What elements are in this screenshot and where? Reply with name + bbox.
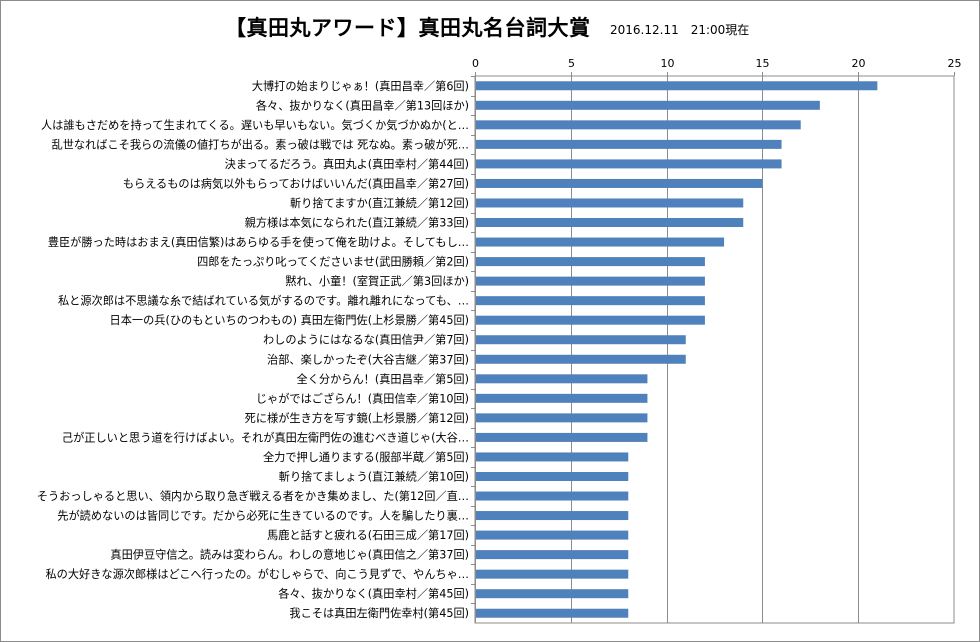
x-tick-label: 15 (756, 57, 770, 70)
x-tick-label: 20 (852, 57, 866, 70)
category-label: そうおっしゃると思い、領内から取り急ぎ戦える者をかき集めまし、た(第12回／直… (37, 489, 469, 503)
bar (476, 276, 705, 286)
bar (476, 315, 705, 325)
category-label: 黙れ、小童！(室賀正武／第3回ほか) (285, 274, 469, 288)
x-tick-label: 0 (472, 57, 479, 70)
category-label: わしのようにはなるな(真田信尹／第7回) (263, 333, 469, 347)
bar (476, 413, 648, 423)
bar (476, 159, 782, 169)
bar (476, 491, 629, 501)
bar (476, 237, 725, 247)
bar (476, 335, 686, 345)
bar (476, 354, 686, 364)
category-label: 日本一の兵(ひのもといちのつわもの) 真田左衛門佐(上杉景勝／第45回) (110, 313, 469, 327)
category-label: 斬り捨てましょう(直江兼続／第10回) (279, 469, 469, 483)
category-label: 全く分からん！(真田昌幸／第5回) (297, 372, 469, 386)
category-label: 私の大好きな源次郎様はどこへ行ったの。がむしゃらで、向こう見ずで、やんちゃ… (45, 567, 469, 581)
bar (476, 393, 648, 403)
chart-subtitle: 2016.12.11 21:00現在 (610, 23, 750, 37)
category-label: 先が読めないのは皆同じです。だから必死に生きているのです。人を騙したり裏… (57, 509, 469, 523)
category-label: 死に様が生き方を写す鏡(上杉景勝／第12回) (245, 411, 469, 425)
category-label: 各々、抜かりなく(真田昌幸／第13回ほか) (256, 98, 469, 112)
chart-title: 【真田丸アワード】真田丸名台詞大賞 (225, 16, 591, 40)
bar (476, 198, 744, 208)
bar (476, 100, 820, 110)
bar (476, 218, 744, 228)
category-label: 我こそは真田左衛門佐幸村(第45回) (289, 606, 469, 620)
category-label: もらえるものは病気以外もらっておけばいいんだ(真田昌幸／第27回) (123, 176, 469, 190)
category-label: 斬り捨てますか(直江兼続／第12回) (290, 196, 469, 210)
category-label: 豊臣が勝った時はおまえ(真田信繁)はあらゆる手を使って俺を助けよ。そしてもし… (48, 235, 469, 249)
bar (476, 296, 705, 306)
category-label: 治部、楽しかったぞ(大谷吉継／第37回) (267, 352, 469, 366)
x-tick-label: 10 (661, 57, 675, 70)
bar (476, 589, 629, 599)
category-label: 全力で押し通りまする(服部半蔵／第5回) (263, 450, 469, 464)
bar (476, 178, 763, 188)
bar (476, 374, 648, 384)
x-tick-label: 5 (568, 57, 575, 70)
category-label: 己が正しいと思う道を行けばよい。それが真田左衛門佐の進むべき道じゃ(大谷… (62, 430, 469, 444)
bar (476, 139, 782, 149)
category-label: じゃがではござらん！(真田信幸／第10回) (256, 391, 469, 405)
bar (476, 120, 801, 130)
bar (476, 608, 629, 618)
bar (476, 432, 648, 442)
category-label: 私と源次郎は不思議な糸で結ばれている気がするのです。離れ離れになっても、… (58, 294, 469, 308)
category-label: 親方様は本気になられた(直江兼続／第33回) (245, 216, 469, 230)
category-label: 乱世なればこそ我らの流儀の値打ちが出る。素っ破は戦では 死なぬ。素っ破が死… (52, 137, 470, 151)
bar (476, 257, 705, 267)
bar (476, 471, 629, 481)
bar (476, 569, 629, 579)
bar (476, 530, 629, 540)
x-tick-label: 25 (948, 57, 962, 70)
bar (476, 81, 878, 91)
category-label: 決まってるだろう。真田丸よ(真田幸村／第44回) (225, 157, 469, 171)
plot-area (474, 75, 955, 624)
category-label: 馬鹿と話すと疲れる(石田三成／第17回) (267, 528, 469, 542)
bar (476, 511, 629, 521)
category-label: 四郎をたっぷり叱ってくださいませ(武田勝頼／第2回) (197, 255, 469, 269)
category-label: 真田伊豆守信之。読みは変わらん。わしの意地じゃ(真田信之／第37回) (110, 548, 469, 562)
bar (476, 452, 629, 462)
category-label: 人は誰もさだめを持って生まれてくる。遅いも早いもない。気づくか気づかぬか(と… (41, 118, 469, 132)
bar (476, 550, 629, 560)
category-label: 各々、抜かりなく(真田幸村／第45回) (278, 587, 469, 601)
category-label: 大博打の始まりじゃぁ！(真田昌幸／第6回) (252, 79, 469, 93)
